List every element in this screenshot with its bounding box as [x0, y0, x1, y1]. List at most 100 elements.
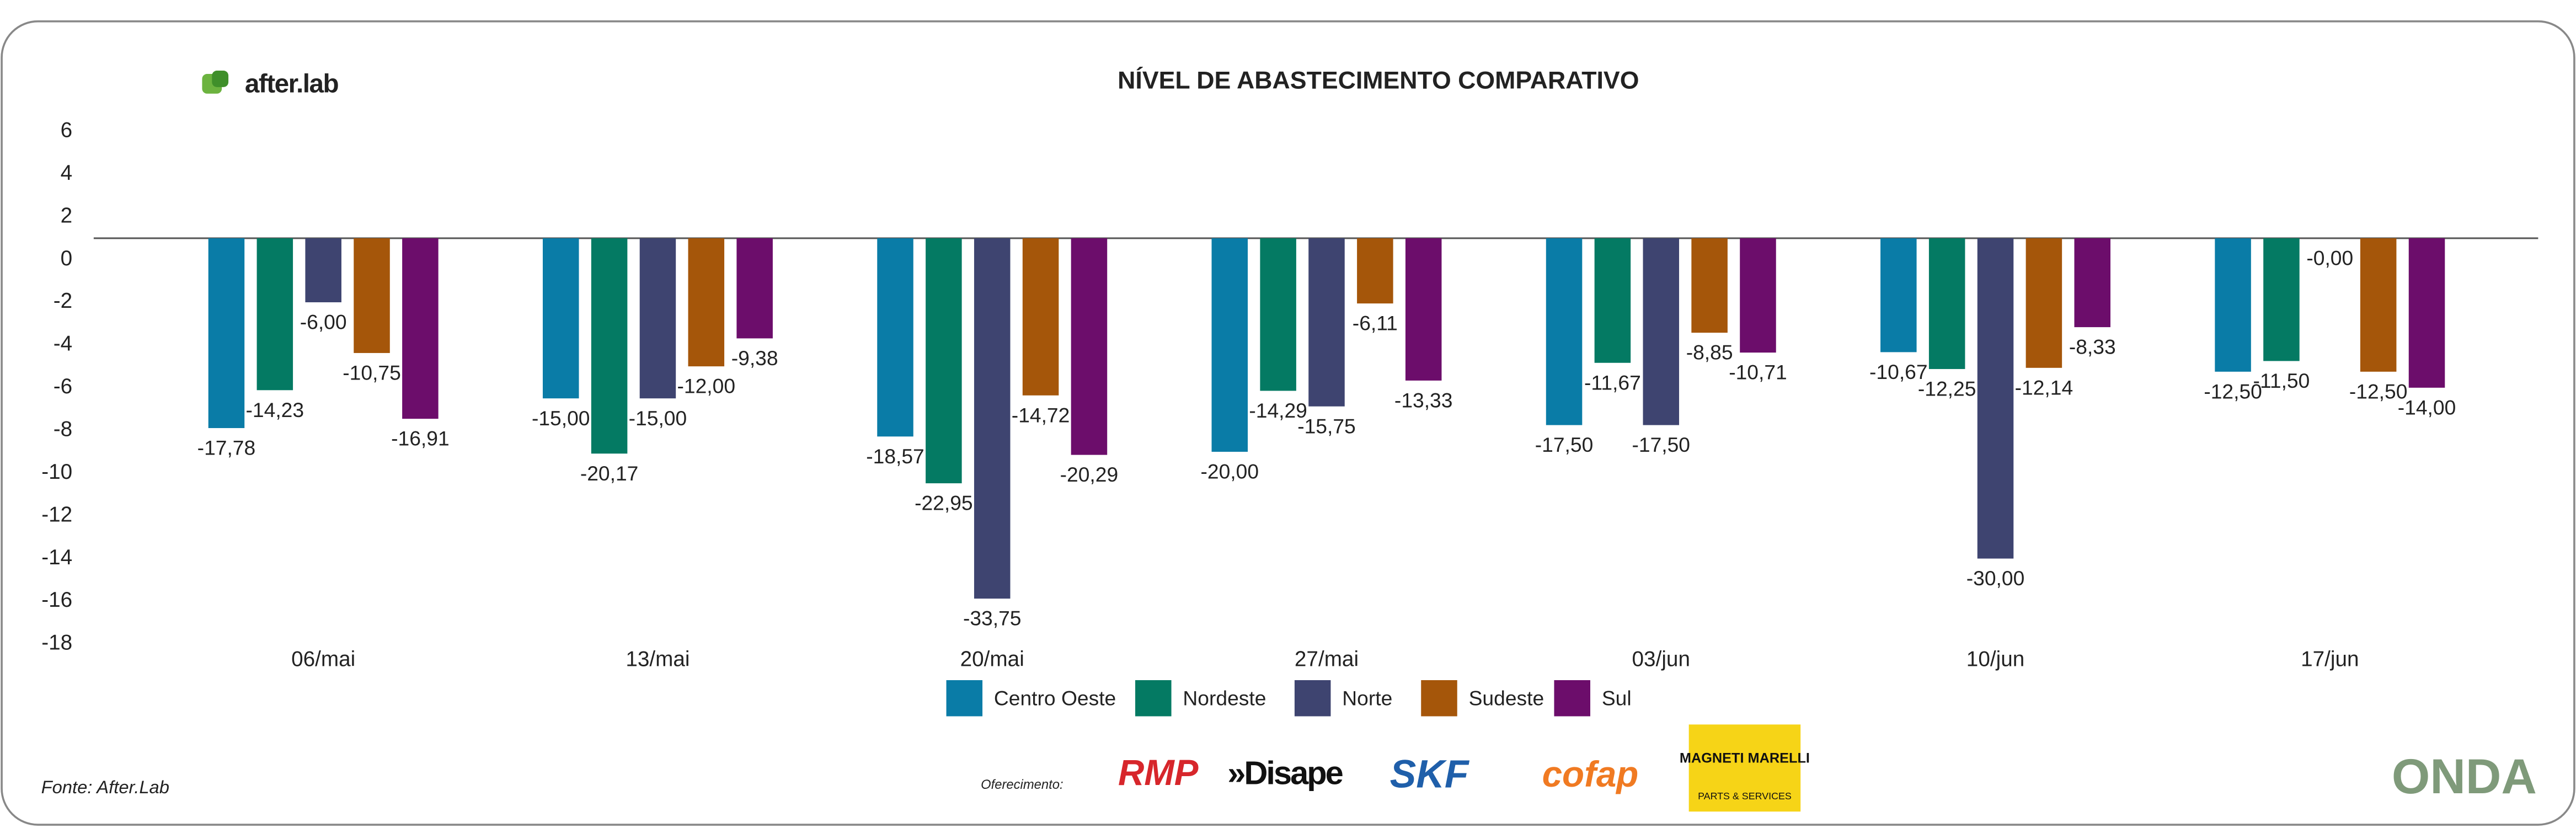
bar: [2408, 238, 2445, 388]
logo-text: after.lab: [245, 69, 339, 98]
data-label: -6,11: [1353, 312, 1398, 335]
sponsor-box: [1688, 724, 1801, 812]
bar: [1071, 238, 1108, 455]
bar: [1691, 238, 1728, 333]
bar: [2074, 238, 2111, 328]
legend-swatch: [1421, 680, 1457, 717]
logo: after.lab: [202, 69, 339, 98]
data-label: -12,00: [677, 375, 736, 398]
bar: [256, 238, 293, 391]
bar: [1260, 238, 1296, 391]
data-label: -12,50: [2349, 380, 2408, 403]
y-tick-label: -2: [54, 289, 72, 313]
bar: [2025, 238, 2062, 368]
data-label: -33,75: [963, 607, 1022, 630]
y-tick-label: -14: [41, 546, 72, 569]
bar: [1022, 238, 1059, 396]
x-tick-label: 13/mai: [626, 647, 690, 671]
bar: [1211, 238, 1248, 452]
bar: [736, 238, 773, 339]
logo-mark: [212, 71, 229, 87]
legend-label: Sudeste: [1469, 687, 1544, 710]
bar: [1546, 238, 1583, 425]
bar: [877, 238, 913, 437]
data-label: -17,50: [1632, 433, 1690, 456]
bar: [1357, 238, 1393, 304]
x-tick-label: 03/jun: [1632, 647, 1690, 671]
bar: [688, 238, 725, 367]
x-tick-label: 27/mai: [1295, 647, 1359, 671]
sponsor-logo: »Disape: [1227, 754, 1343, 791]
data-label: -12,25: [1918, 377, 1976, 400]
bar: [974, 238, 1011, 599]
x-tick-label: 17/jun: [2301, 647, 2359, 671]
y-tick-label: -16: [41, 588, 72, 612]
chart-title: NÍVEL DE ABASTECIMENTO COMPARATIVO: [1118, 67, 1639, 94]
y-tick-label: -6: [54, 375, 72, 398]
y-tick-label: -4: [54, 332, 72, 356]
bar: [1643, 238, 1680, 425]
data-label: -15,00: [629, 407, 687, 430]
sponsor-logo: RMP: [1118, 752, 1199, 793]
data-label: -20,00: [1201, 460, 1259, 483]
bar: [1308, 238, 1345, 407]
sponsor-label: Oferecimento:: [981, 777, 1063, 792]
data-label: -17,78: [197, 436, 256, 460]
legend-label: Centro Oeste: [994, 687, 1116, 710]
bar: [208, 238, 245, 429]
sponsor-logo: cofap: [1542, 754, 1639, 794]
y-tick-label: 0: [61, 247, 73, 270]
data-label: -20,29: [1060, 463, 1119, 486]
legend-swatch: [1554, 680, 1590, 717]
y-tick-label: -12: [41, 503, 72, 526]
bar: [1928, 238, 1965, 369]
bar: [2360, 238, 2397, 372]
data-label: -10,71: [1729, 361, 1787, 384]
data-label: -12,14: [2015, 376, 2073, 399]
bar: [354, 238, 390, 353]
data-label: -16,91: [391, 427, 450, 450]
brand-logo: ONDA: [2392, 749, 2537, 804]
data-label: -11,50: [2253, 369, 2310, 392]
data-label: -13,33: [1394, 388, 1453, 412]
y-tick-label: 2: [61, 204, 73, 227]
data-label: -22,95: [915, 492, 973, 515]
legend-swatch: [946, 680, 983, 717]
bar: [1977, 238, 2014, 559]
source: Fonte: After.Lab: [41, 777, 169, 797]
bar: [402, 238, 439, 419]
bar: [926, 238, 962, 484]
bar: [1880, 238, 1917, 352]
data-label: -18,57: [866, 445, 924, 468]
x-tick-label: 10/jun: [1966, 647, 2024, 671]
legend-label: Nordeste: [1183, 687, 1266, 710]
y-tick-label: -10: [41, 460, 72, 484]
bar: [591, 238, 628, 454]
x-tick-label: 06/mai: [291, 647, 355, 671]
data-label: -0,00: [2306, 246, 2353, 269]
data-label: -8,85: [1686, 341, 1733, 364]
data-label: -14,72: [1012, 403, 1070, 426]
data-label: -15,75: [1297, 414, 1356, 437]
data-label: -8,33: [2069, 335, 2116, 359]
data-label: -15,00: [532, 407, 590, 430]
legend-label: Norte: [1342, 687, 1392, 710]
data-label: -6,00: [300, 311, 347, 334]
data-label: -14,29: [1249, 399, 1307, 422]
data-label: -11,67: [1584, 371, 1641, 394]
data-label: -20,17: [580, 462, 639, 485]
bar: [1405, 238, 1442, 381]
bar: [305, 238, 341, 302]
bar: [542, 238, 579, 399]
legend-label: Sul: [1602, 687, 1632, 710]
bar: [1594, 238, 1631, 363]
sponsor-logo: SKF: [1390, 752, 1470, 797]
legend-swatch: [1294, 680, 1331, 717]
data-label: -14,00: [2398, 396, 2456, 419]
bar: [1740, 238, 1776, 353]
y-tick-label: -8: [54, 418, 72, 441]
legend-swatch: [1135, 680, 1172, 717]
x-tick-label: 20/mai: [960, 647, 1024, 671]
sponsor-logo: PARTS & SERVICES: [1698, 790, 1792, 802]
